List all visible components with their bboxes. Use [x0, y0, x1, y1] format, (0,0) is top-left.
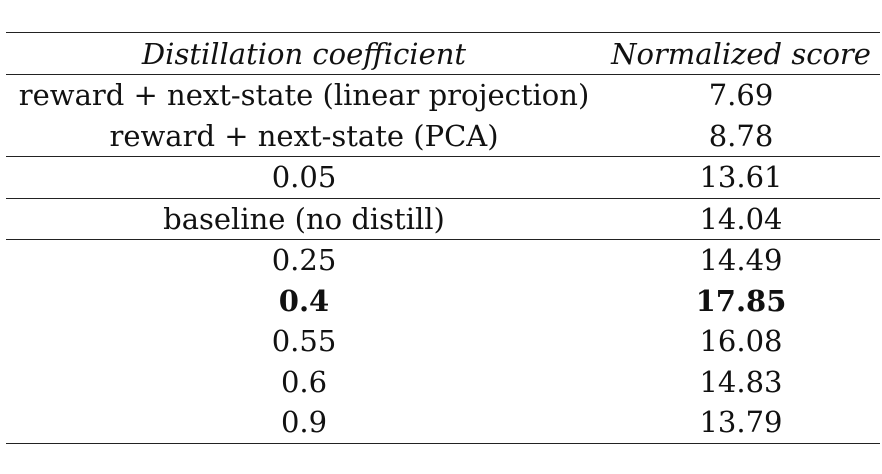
- coefficient-cell: baseline (no distill): [163, 201, 445, 236]
- table-row: 0.05 13.61: [6, 156, 880, 199]
- table-row: 0.9 13.79: [6, 402, 880, 443]
- coefficient-cell: 0.6: [280, 364, 328, 399]
- score-cell: 14.49: [699, 243, 783, 278]
- score-cell: 14.83: [699, 364, 783, 399]
- table-row: reward + next-state (linear projection) …: [6, 74, 880, 116]
- table-row: 0.25 14.49: [6, 239, 880, 281]
- header-distillation-coefficient: Distillation coefficient: [141, 36, 467, 71]
- table-row: 0.55 16.08: [6, 321, 880, 362]
- table-row-best: 0.4 17.85: [6, 281, 880, 322]
- coefficient-cell: 0.9: [280, 405, 328, 440]
- coefficient-cell: 0.55: [271, 324, 337, 359]
- score-cell: 8.78: [708, 118, 774, 153]
- table-row: reward + next-state (PCA) 8.78: [6, 116, 880, 157]
- score-cell: 16.08: [699, 324, 783, 359]
- results-table: Distillation coefficient Normalized scor…: [6, 32, 880, 444]
- score-cell: 13.79: [699, 405, 783, 440]
- coefficient-cell: 0.05: [271, 160, 337, 195]
- score-cell: 13.61: [699, 160, 783, 195]
- table-header: Distillation coefficient Normalized scor…: [6, 32, 880, 75]
- coefficient-cell: reward + next-state (linear projection): [18, 78, 590, 113]
- coefficient-cell: 0.25: [271, 243, 337, 278]
- table-row-baseline: baseline (no distill) 14.04: [6, 198, 880, 240]
- coefficient-cell: 0.4: [278, 283, 330, 318]
- score-cell: 14.04: [699, 201, 783, 236]
- header-row: Distillation coefficient Normalized scor…: [6, 32, 880, 75]
- table-body: reward + next-state (linear projection) …: [6, 74, 880, 443]
- score-cell: 17.85: [695, 283, 787, 318]
- header-normalized-score: Normalized score: [611, 36, 871, 71]
- table-row: 0.6 14.83: [6, 362, 880, 403]
- score-cell: 7.69: [708, 78, 774, 113]
- coefficient-cell: reward + next-state (PCA): [109, 118, 499, 153]
